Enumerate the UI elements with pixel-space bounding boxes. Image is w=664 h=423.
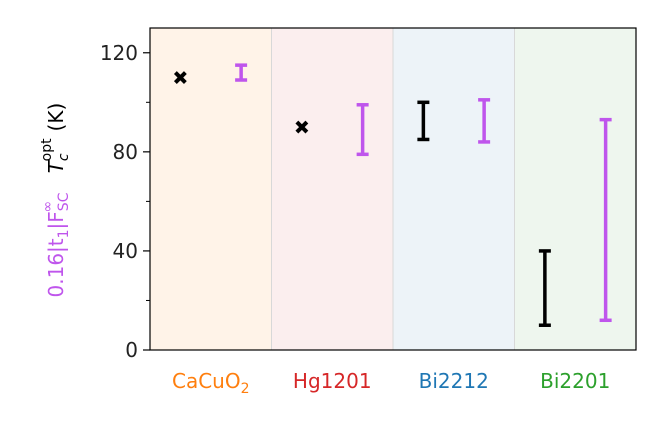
y-axis-label-tc: Tcopt (K) (39, 103, 72, 174)
range-bar (235, 63, 248, 82)
tc-unit: (K) (44, 103, 68, 132)
tc-subscript: c (56, 153, 72, 161)
category-label: Hg1201 (293, 369, 372, 393)
x-marker-stroke (173, 71, 187, 84)
range-bar (538, 249, 551, 327)
plot-frame (149, 27, 637, 351)
range-bar (417, 100, 430, 142)
tc-symbol: T (44, 159, 68, 173)
x-marker (295, 120, 309, 134)
x-axis-labels: CaCuO2 Hg1201 Bi2212 Bi2201 (172, 369, 610, 397)
category-dividers (271, 28, 515, 350)
y-tick-label: 120 (100, 41, 138, 65)
band-cacuo2 (150, 28, 272, 350)
tc-superscript: opt (39, 138, 55, 161)
range-bar (356, 103, 369, 157)
band-hg1201 (271, 28, 393, 350)
data-marks (173, 63, 612, 327)
band-bi2212 (393, 28, 515, 350)
band-bi2201 (514, 28, 636, 350)
y-axis-label: Tcopt (K) 0.16|t1|FSC∞ (39, 103, 72, 298)
fsc-prefix: 0.16|t (44, 238, 68, 297)
range-bar (599, 117, 612, 323)
y-tick-label: 40 (113, 239, 138, 263)
fsc-f: |F (44, 211, 68, 229)
range-bar (478, 98, 491, 144)
category-label: CaCuO2 (172, 369, 250, 397)
category-label: Bi2201 (540, 369, 610, 393)
x-marker (173, 71, 187, 84)
y-axis-label-fsc: 0.16|t1|FSC∞ (40, 192, 72, 297)
fsc-t-subscript: 1 (56, 229, 72, 238)
y-axis: 0 40 80 120 (100, 41, 150, 362)
y-tick-label: 0 (125, 338, 138, 362)
fsc-sc-subscript: SC (56, 192, 72, 211)
category-label: Bi2212 (419, 369, 489, 393)
y-tick-label: 80 (113, 140, 138, 164)
category-bands (150, 28, 636, 350)
fsc-infinity-superscript: ∞ (40, 201, 56, 213)
x-marker-stroke (295, 120, 309, 134)
